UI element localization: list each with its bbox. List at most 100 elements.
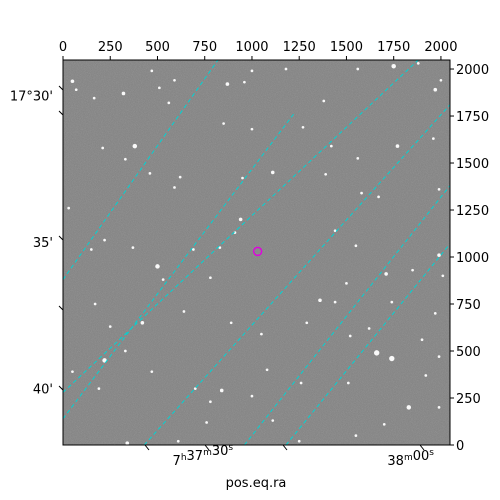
ra-label-unit: s [228,443,233,453]
ra-tick-mark [204,444,210,451]
star-point [297,439,301,443]
star-point [173,186,176,189]
right-tick-label: 750 [456,298,481,313]
star-point [209,276,212,280]
star-point [108,325,112,328]
star-point [345,281,348,285]
star-point [93,302,97,306]
ra-tick-mark [419,444,425,451]
star-point [377,195,380,199]
ra-tick-mark [144,444,150,451]
coordinate-grid [63,60,450,445]
star-point [225,82,230,86]
star-point [158,86,161,90]
star-point [238,217,243,222]
right-tick-label: 2000 [456,63,489,78]
star-point [433,87,438,92]
star-point [437,253,441,257]
dec-tick-mark [58,385,64,391]
target-marker-layer [252,246,263,257]
star-point [356,67,360,71]
star-point [367,327,371,330]
star-point [318,298,322,303]
dec-grid-line [63,60,219,280]
image-noise [63,60,450,445]
top-tick-label: 1750 [377,40,410,55]
star-point [420,338,424,342]
star-point [416,62,420,65]
star-point [250,69,254,73]
star-point [437,187,441,191]
star-point [124,349,127,353]
star-point [333,229,337,233]
dec-tick-mark [58,235,64,241]
star-point [148,172,152,175]
dec-grid-line [244,185,450,445]
star-point [161,278,165,281]
star-point [250,127,254,131]
ra-grid-line [285,243,450,445]
star-point [97,387,101,390]
image-panel [63,60,450,445]
star-point [439,78,443,82]
star-point [103,238,106,242]
star-point [324,172,328,176]
star-point [390,300,394,304]
star-point [265,368,269,372]
star-point [219,388,224,393]
star-point [260,332,263,336]
star-point [356,156,360,160]
ra-label-unit: m [404,453,413,463]
ra-tick-label: 38m00s [387,448,434,469]
ra-label-unit: m [203,448,212,458]
star-point [432,137,435,140]
ra-label-value: 37 [187,449,204,464]
star-point [176,439,180,443]
star-point [121,91,126,96]
star-point [67,206,71,210]
top-tick-label: 1250 [283,40,316,55]
star-point [354,244,358,248]
star-point [101,146,105,150]
star-point [74,88,78,92]
right-tick-label: 250 [456,392,481,407]
star-point [348,334,352,338]
star-point [373,350,380,356]
star-point [150,370,154,374]
dec-tick-mark [58,110,64,116]
star-point [384,272,388,276]
star-point [270,170,275,175]
star-point [322,99,326,103]
star-point [241,176,244,180]
star-point [360,191,363,195]
star-point [329,144,333,148]
right-tick-label: 1750 [456,110,489,125]
star-point [124,157,127,161]
star-point [71,370,74,374]
top-pixel-axis: 0 250 500 750 1000 1250 1500 1750 2000 [59,40,457,60]
star-point [222,122,225,125]
star-point [437,406,441,409]
ra-grid-line [143,104,450,445]
ra-tick-label: 7h37m30s [173,443,234,469]
ra-tick-mark [282,444,288,451]
right-tick-label: 500 [456,345,481,360]
ra-label-value: 00 [413,449,430,464]
star-point [209,400,212,404]
star-point [411,268,414,272]
ra-label-value: 7 [173,454,181,469]
star-point [284,67,288,71]
star-point [173,78,176,82]
star-point [271,419,275,422]
dec-grid-line [63,113,294,419]
star-point [333,300,337,304]
ra-label-unit: s [429,448,434,458]
dec-tick-label: 35' [33,236,53,251]
star-point [441,274,445,278]
top-tick-label: 1500 [330,40,363,55]
star-point [192,248,195,251]
dec-tick-label: 17°30' [10,89,53,104]
right-tick-label: 1500 [456,157,489,172]
target-circle-marker [252,246,263,257]
